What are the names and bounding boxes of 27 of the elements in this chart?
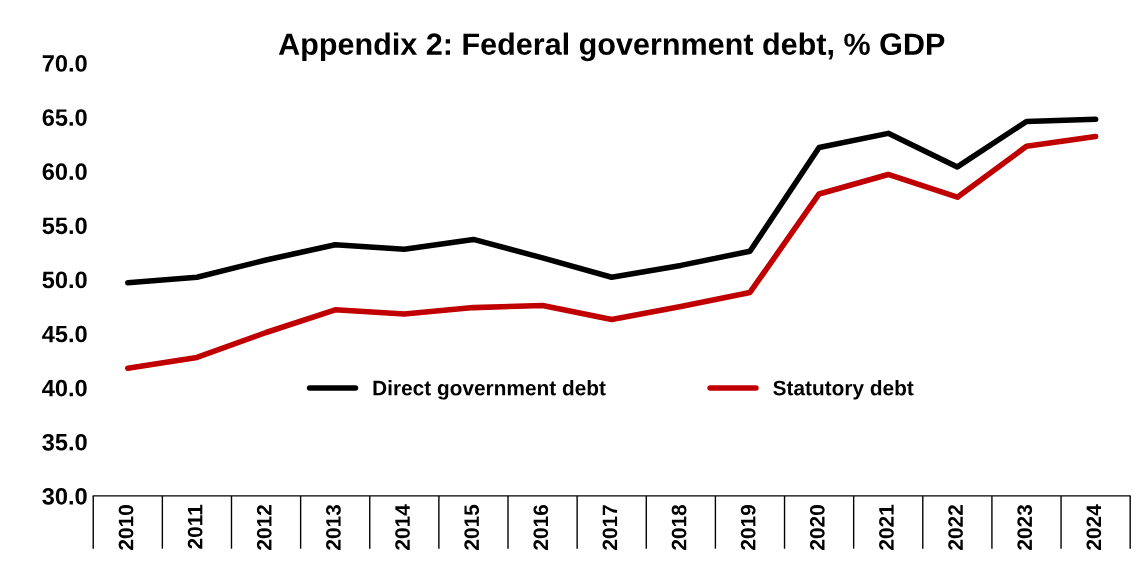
y-tick-label: 55.0 [42, 217, 87, 235]
x-tick-label: 2016 [533, 505, 549, 550]
x-tick-label: 2020 [809, 505, 825, 550]
x-tick-label: 2017 [602, 505, 618, 550]
y-tick-label: 50.0 [42, 271, 87, 289]
x-tick-label: 2019 [740, 505, 756, 550]
legend-label: Statutory debt [773, 380, 914, 400]
x-tick-label: 2022 [948, 505, 963, 550]
chart-title: Appendix 2: Federal government debt, % GDP [278, 32, 945, 62]
x-tick-label: 2023 [1017, 505, 1033, 550]
x-tick-label: 2014 [395, 504, 410, 550]
x-tick-label: 2010 [118, 505, 134, 550]
y-tick-label: 65.0 [42, 109, 87, 126]
y-tick-label: 35.0 [42, 433, 87, 451]
y-tick-label: 45.0 [42, 325, 87, 343]
y-tick-label: 60.0 [42, 163, 87, 181]
y-tick-label: 40.0 [42, 379, 87, 397]
x-tick-label: 2013 [326, 505, 341, 550]
legend-label: Direct government debt [373, 380, 606, 400]
x-tick-label: 2011 [187, 504, 203, 549]
x-tick-label: 2021 [879, 504, 894, 550]
y-tick-label: 70.0 [42, 55, 87, 72]
x-tick-label: 2018 [671, 504, 687, 550]
x-tick-label: 2024 [1086, 504, 1102, 550]
x-tick-label: 2015 [464, 504, 480, 550]
x-tick-label: 2012 [256, 505, 272, 550]
y-tick-label: 30.0 [42, 487, 87, 505]
